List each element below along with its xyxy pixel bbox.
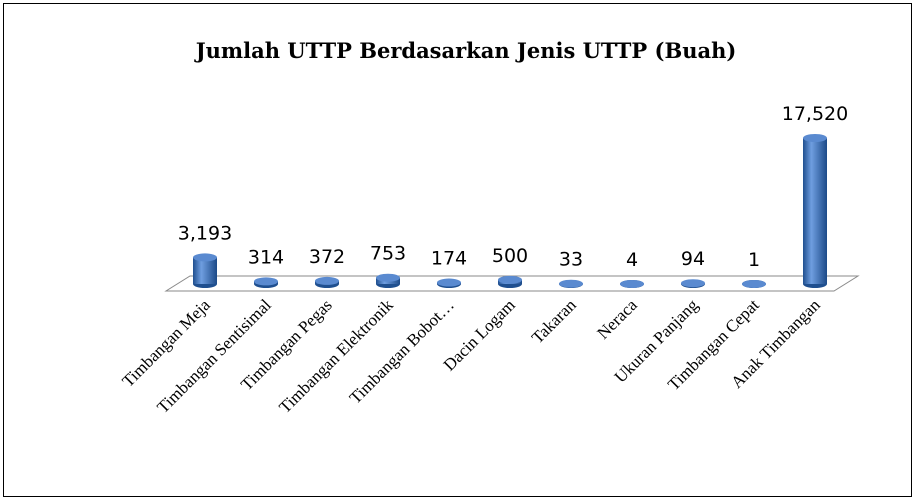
bar-top — [559, 279, 583, 288]
bar — [742, 279, 766, 288]
data-label: 500 — [492, 245, 528, 267]
data-label: 174 — [431, 248, 467, 270]
bar-body — [193, 257, 217, 284]
bar-top — [803, 134, 827, 142]
bar — [254, 277, 278, 288]
data-label: 4 — [626, 249, 638, 271]
frame — [3, 3, 912, 497]
bar-body — [803, 138, 827, 284]
data-label: 1 — [748, 249, 760, 271]
bar-top — [498, 275, 522, 284]
bar-top — [437, 278, 461, 287]
chart-title: Jumlah UTTP Berdasarkan Jenis UTTP (Buah… — [194, 38, 737, 63]
bar-top — [742, 279, 766, 288]
bar — [498, 275, 522, 288]
bar-top — [315, 276, 339, 285]
data-label: 33 — [559, 249, 583, 271]
bar — [681, 279, 705, 288]
bar-top — [193, 253, 217, 262]
bar — [437, 278, 461, 288]
data-label: 314 — [248, 246, 284, 268]
bar-top — [376, 273, 400, 282]
data-label: 372 — [309, 246, 345, 268]
bar — [193, 253, 217, 288]
bar-top — [620, 279, 644, 288]
bar — [803, 134, 827, 288]
bar — [315, 276, 339, 288]
bar-top — [681, 279, 705, 288]
data-label: 17,520 — [782, 103, 848, 125]
bar — [559, 279, 583, 288]
bar-top — [254, 277, 278, 286]
data-label: 753 — [370, 243, 406, 265]
data-label: 94 — [681, 248, 705, 270]
data-label: 3,193 — [178, 222, 232, 244]
bar — [376, 273, 400, 288]
bar — [620, 279, 644, 288]
